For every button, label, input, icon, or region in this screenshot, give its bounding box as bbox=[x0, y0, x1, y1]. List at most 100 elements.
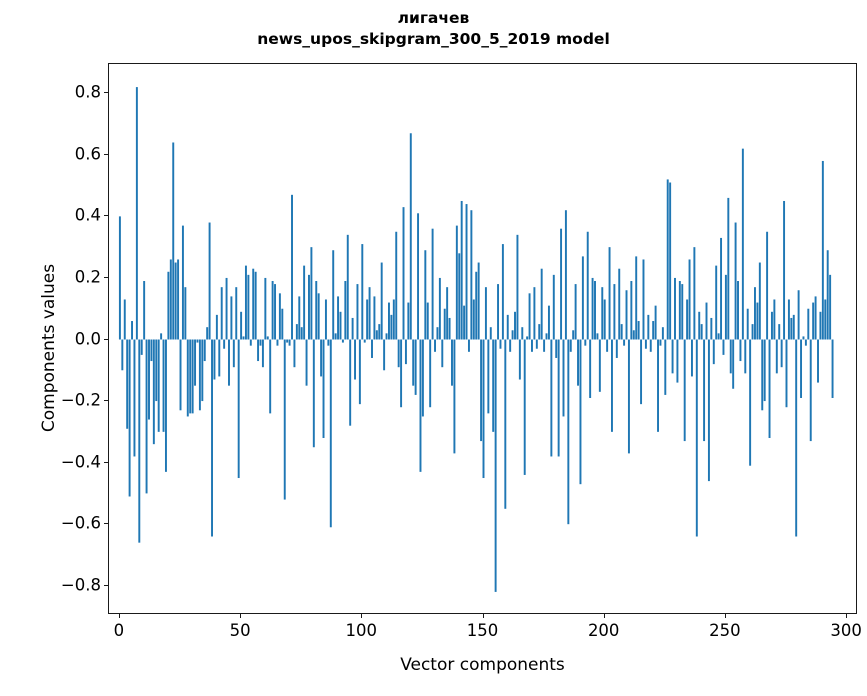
chart-title-model: news_upos_skipgram_300_5_2019 model bbox=[257, 30, 610, 48]
bar bbox=[126, 339, 129, 429]
bar bbox=[283, 339, 286, 500]
chart-title: лигачев news_upos_skipgram_300_5_2019 mo… bbox=[0, 8, 867, 50]
bar bbox=[727, 197, 730, 340]
bar bbox=[744, 339, 747, 374]
bar bbox=[664, 339, 667, 395]
bar bbox=[826, 250, 829, 340]
bar bbox=[269, 339, 272, 414]
bar bbox=[223, 339, 226, 349]
bar bbox=[327, 339, 330, 346]
bar bbox=[625, 290, 628, 340]
bar bbox=[179, 339, 182, 411]
x-tick-mark bbox=[361, 613, 363, 618]
bar bbox=[312, 339, 315, 448]
bar bbox=[589, 339, 592, 398]
y-tick-labels: 0.8 0.6 0.4 0.2 0.0 −0.2 −0.4 −0.6 −0.8 bbox=[0, 0, 101, 696]
bar bbox=[383, 339, 386, 371]
bar bbox=[332, 250, 335, 340]
bar bbox=[167, 271, 170, 340]
bar bbox=[581, 256, 584, 340]
bar bbox=[492, 339, 495, 432]
x-tick-label: 50 bbox=[229, 621, 251, 640]
bar bbox=[606, 339, 609, 352]
bar bbox=[186, 339, 189, 417]
bar bbox=[417, 213, 420, 340]
x-tick-mark bbox=[846, 613, 848, 618]
bar bbox=[623, 339, 626, 346]
y-tick-mark bbox=[104, 92, 109, 94]
bar bbox=[361, 244, 364, 340]
bar bbox=[545, 333, 548, 340]
bar bbox=[746, 308, 749, 340]
bar bbox=[228, 339, 230, 386]
bar bbox=[230, 296, 233, 340]
bar bbox=[797, 290, 800, 340]
bar bbox=[729, 339, 732, 374]
bar bbox=[666, 179, 669, 340]
bar bbox=[615, 339, 618, 358]
bar-series bbox=[118, 87, 834, 592]
bar bbox=[717, 333, 720, 340]
bar bbox=[281, 308, 284, 340]
bar bbox=[514, 311, 516, 340]
bar bbox=[140, 339, 143, 355]
bar bbox=[693, 247, 696, 340]
bar bbox=[155, 339, 158, 402]
bar bbox=[203, 339, 206, 362]
bar bbox=[300, 327, 303, 340]
bar bbox=[339, 311, 342, 340]
bar bbox=[373, 296, 376, 340]
bar bbox=[351, 317, 354, 340]
bar bbox=[407, 302, 410, 340]
bar bbox=[594, 281, 596, 340]
bar bbox=[390, 314, 393, 340]
bar bbox=[739, 339, 742, 362]
bar bbox=[152, 339, 155, 445]
bar bbox=[521, 327, 524, 340]
bar bbox=[802, 336, 805, 340]
bar bbox=[676, 339, 679, 383]
bar bbox=[366, 299, 369, 340]
bar bbox=[523, 339, 526, 475]
bar bbox=[322, 339, 325, 438]
bar bbox=[310, 247, 313, 340]
bar bbox=[480, 339, 483, 442]
bar bbox=[421, 339, 424, 417]
bar bbox=[288, 339, 291, 346]
bar bbox=[642, 259, 645, 340]
bar bbox=[298, 296, 301, 340]
bar bbox=[790, 317, 793, 340]
bar bbox=[591, 277, 594, 340]
bar bbox=[412, 339, 415, 386]
bar bbox=[414, 339, 417, 395]
bar bbox=[477, 262, 480, 340]
bar bbox=[751, 324, 754, 340]
bar bbox=[266, 336, 269, 340]
bar bbox=[552, 274, 555, 340]
bar bbox=[814, 296, 817, 340]
bar bbox=[768, 339, 771, 438]
bar bbox=[446, 287, 449, 340]
bar bbox=[572, 330, 575, 340]
bar bbox=[720, 237, 723, 340]
bar bbox=[560, 228, 563, 340]
bar bbox=[341, 339, 344, 343]
x-tick-label: 150 bbox=[466, 621, 499, 640]
y-tick-mark bbox=[104, 338, 109, 340]
bar bbox=[550, 339, 553, 457]
bar bbox=[261, 339, 264, 368]
bar bbox=[308, 274, 310, 340]
bar bbox=[434, 339, 436, 352]
bar bbox=[150, 339, 153, 362]
bar bbox=[208, 222, 211, 340]
y-tick-mark bbox=[104, 153, 109, 155]
bar bbox=[225, 277, 228, 340]
bar bbox=[690, 339, 693, 377]
y-tick-mark bbox=[104, 400, 109, 402]
bar bbox=[584, 339, 587, 346]
y-tick-label: −0.6 bbox=[60, 513, 101, 533]
bar bbox=[780, 339, 783, 368]
bar bbox=[174, 262, 177, 340]
bar bbox=[535, 339, 538, 349]
